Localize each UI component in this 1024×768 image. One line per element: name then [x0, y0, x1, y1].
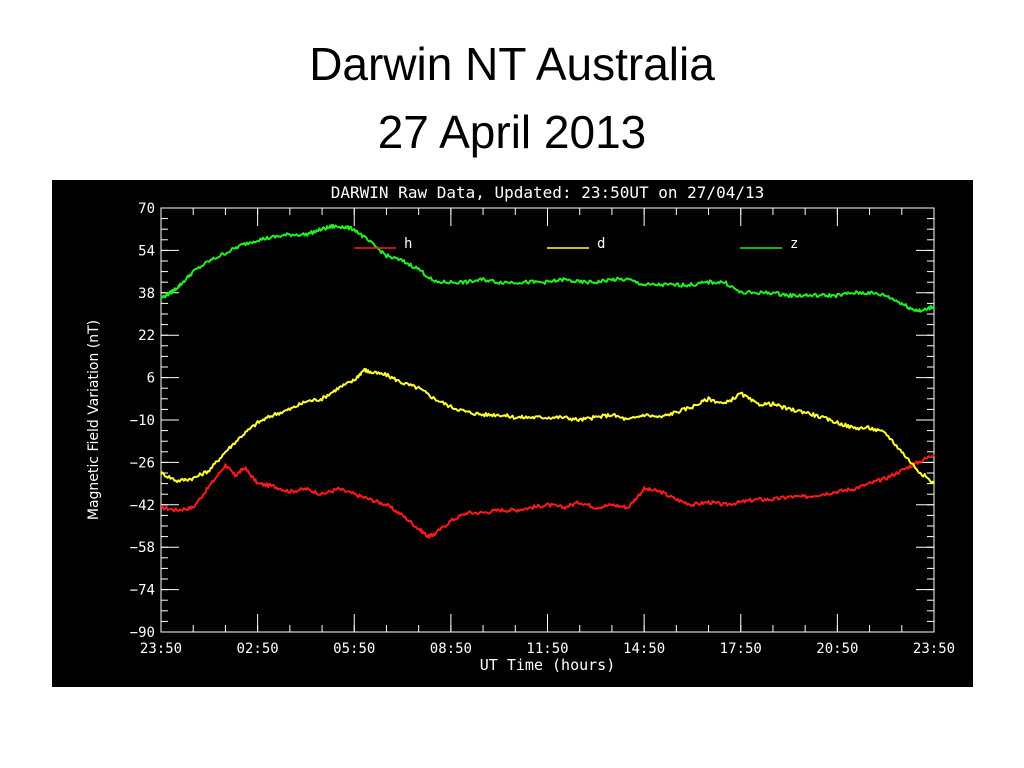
y-tick-label: −74 [130, 583, 155, 599]
x-tick-label: 05:50 [333, 641, 375, 657]
y-tick-label: −42 [130, 498, 155, 514]
plot-axes-box [160, 207, 935, 633]
series-line-z [160, 224, 935, 313]
x-tick-label: 08:50 [430, 641, 472, 657]
magnetometer-plot: DARWIN Raw Data, Updated: 23:50UT on 27/… [52, 180, 973, 687]
series-line-h [160, 453, 935, 539]
y-tick-label: −26 [130, 455, 155, 471]
x-tick-label: 11:50 [526, 641, 568, 657]
y-tick-label: 38 [138, 286, 155, 302]
y-tick-label: 6 [147, 371, 155, 387]
series-line-d [160, 367, 935, 485]
legend-label-h: h [404, 236, 412, 252]
y-tick-label: −90 [130, 625, 155, 641]
x-axis-label: UT Time (hours) [480, 656, 615, 674]
y-tick-label: −10 [130, 413, 155, 429]
x-tick-label: 17:50 [720, 641, 762, 657]
y-tick-label: 54 [138, 243, 155, 259]
legend-label-z: z [790, 236, 798, 252]
chart-svg: DARWIN Raw Data, Updated: 23:50UT on 27/… [86, 183, 955, 674]
y-axis-label: Magnetic Field Variation (nT) [86, 320, 102, 520]
y-tick-label: 22 [138, 328, 155, 344]
y-tick-label: 70 [138, 201, 155, 217]
x-tick-label: 20:50 [816, 641, 858, 657]
x-tick-label: 02:50 [237, 641, 279, 657]
slide-title-line2: 27 April 2013 [377, 106, 647, 158]
x-tick-label: 23:50 [913, 641, 955, 657]
chart-title: DARWIN Raw Data, Updated: 23:50UT on 27/… [331, 183, 764, 202]
legend-label-d: d [597, 236, 605, 252]
slide-title-line1: Darwin NT Australia [309, 38, 715, 90]
x-tick-label: 23:50 [140, 641, 182, 657]
x-tick-label: 14:50 [623, 641, 665, 657]
y-tick-label: −58 [130, 540, 155, 556]
